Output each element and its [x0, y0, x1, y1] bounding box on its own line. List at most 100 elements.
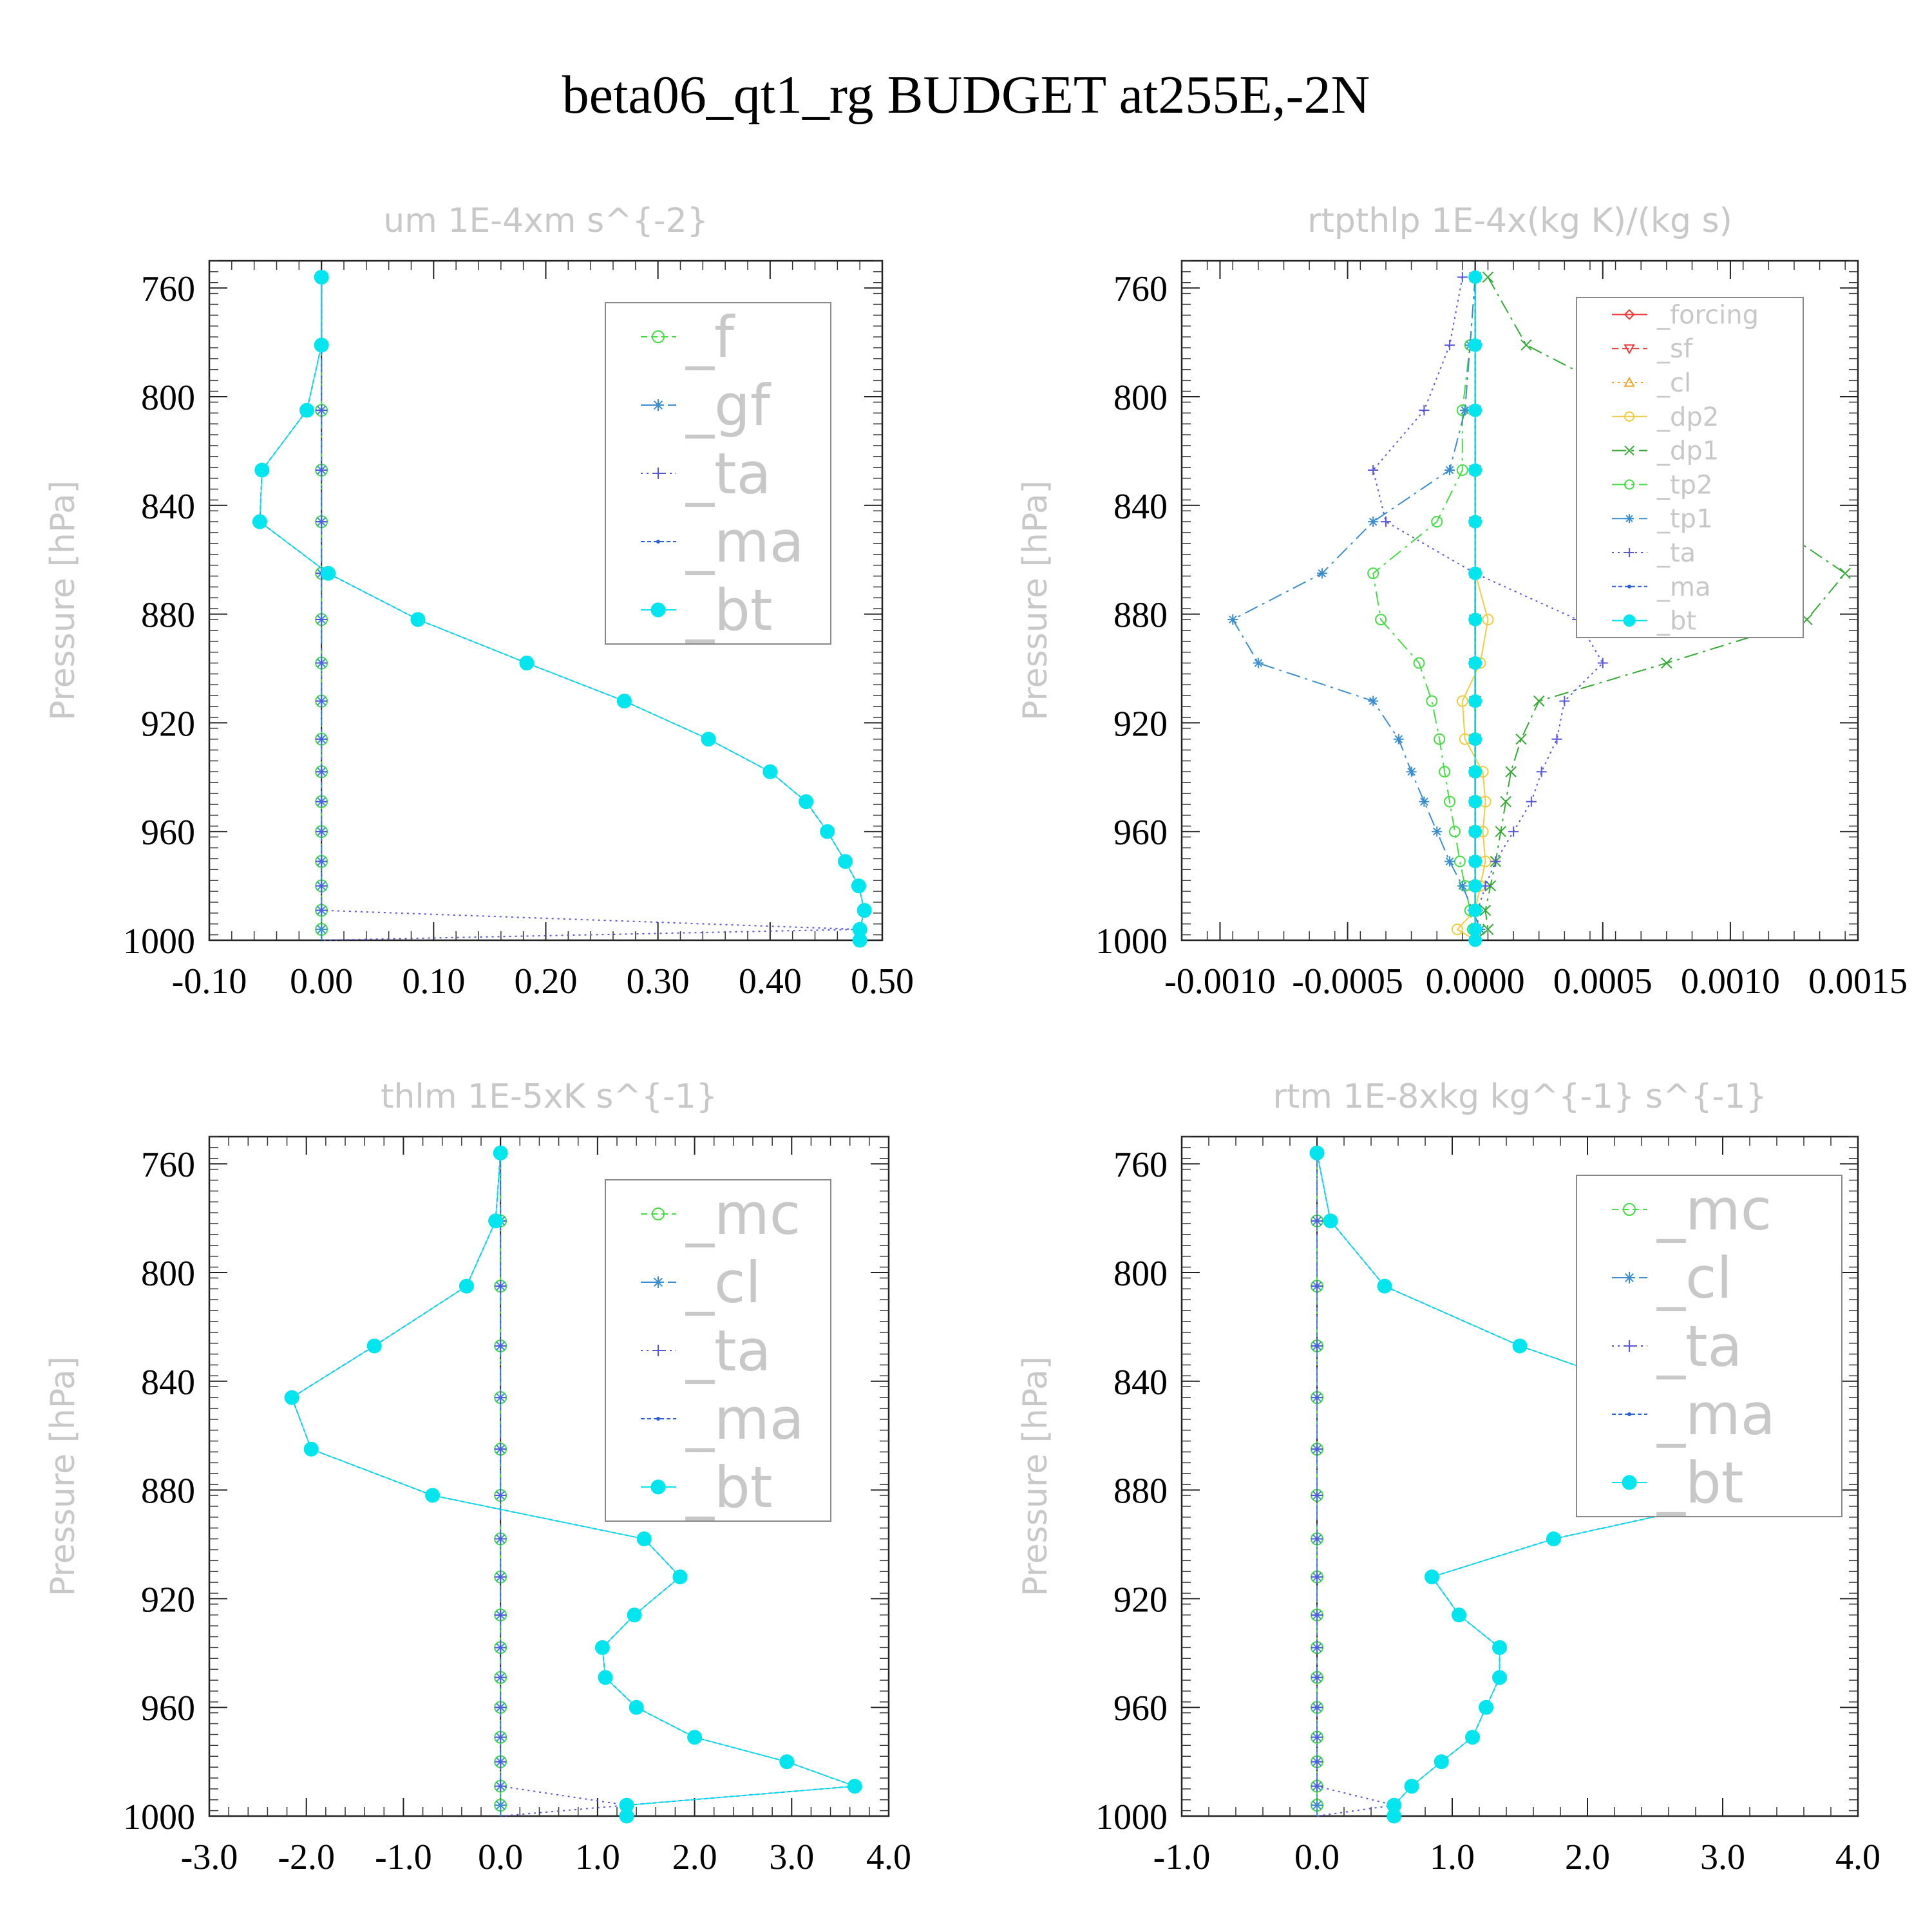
data-point: [316, 880, 328, 892]
y-axis-label: Pressure [hPa]: [44, 1356, 82, 1596]
data-point: [616, 694, 632, 709]
series-ta: [1311, 1147, 1400, 1817]
legend-marker: [1624, 1340, 1635, 1352]
data-point: [1512, 1338, 1528, 1354]
legend-marker: [1625, 548, 1634, 557]
x-tick-label: 0.30: [627, 961, 690, 1001]
data-point: [799, 794, 814, 810]
data-point: [1311, 1340, 1323, 1352]
data-point: [495, 1701, 507, 1714]
data-point: [1387, 1808, 1402, 1824]
legend: _mc_cl_ta_ma_bt: [1576, 1175, 1842, 1517]
data-point: [1520, 339, 1532, 351]
data-point: [1661, 657, 1672, 669]
y-tick-label: 920: [1113, 1580, 1168, 1620]
x-tick-label: 0.40: [739, 961, 802, 1001]
data-point: [1468, 933, 1482, 947]
data-point: [252, 514, 267, 529]
data-point: [851, 878, 866, 894]
legend-marker: [652, 399, 664, 411]
data-point: [619, 1808, 634, 1824]
data-point: [316, 904, 328, 916]
data-point: [303, 1441, 319, 1457]
data-point: [1311, 1731, 1323, 1743]
legend-label: _bt: [1656, 1450, 1743, 1516]
data-point: [838, 854, 853, 869]
data-point: [852, 933, 867, 948]
legend-label: _mc: [1656, 1177, 1772, 1243]
y-tick-label: 760: [1113, 1145, 1168, 1185]
y-tick-label: 760: [141, 269, 195, 309]
x-tick-label: 4.0: [1835, 1837, 1880, 1877]
legend: _f_gf_ta_ma_bt: [605, 302, 831, 645]
data-point: [459, 1278, 474, 1294]
data-point: [254, 462, 270, 478]
data-point: [1479, 904, 1492, 916]
legend-label: _ma: [685, 1386, 804, 1452]
legend-marker: [652, 1208, 665, 1220]
data-point: [1468, 824, 1482, 838]
series-dp2: [1451, 271, 1494, 941]
legend-label: _ma: [1656, 1381, 1776, 1448]
data-point: [1368, 464, 1379, 475]
legend-label: _bt: [685, 1454, 772, 1520]
x-tick-label: 2.0: [672, 1837, 717, 1877]
data-point: [495, 1443, 507, 1455]
legend-marker: [652, 330, 665, 343]
data-point: [1490, 856, 1501, 867]
data-point: [1468, 270, 1482, 284]
data-point: [1468, 764, 1482, 779]
legend-marker: [1624, 344, 1635, 355]
data-point: [1559, 696, 1570, 706]
data-point: [316, 695, 328, 707]
data-point: [495, 1731, 507, 1743]
legend-marker: [1624, 411, 1634, 422]
data-point: [1465, 1730, 1480, 1745]
series-line: [1231, 277, 1481, 941]
data-point: [316, 766, 328, 778]
y-axis-label: Pressure [hPa]: [44, 480, 82, 721]
x-tick-label: 1.0: [1430, 1837, 1475, 1877]
y-tick-label: 840: [141, 1363, 195, 1403]
legend-marker: [1622, 1475, 1637, 1490]
data-point: [321, 565, 336, 581]
data-point: [598, 1670, 613, 1685]
data-point: [1419, 405, 1430, 416]
data-point: [1311, 1609, 1323, 1621]
data-point: [1468, 338, 1482, 352]
data-point: [1377, 1278, 1392, 1294]
data-point: [1431, 516, 1443, 528]
legend-marker: [656, 1417, 660, 1421]
data-point: [1253, 658, 1264, 668]
legend-label: _gf: [685, 372, 772, 439]
data-point: [1227, 614, 1238, 625]
data-point: [1448, 826, 1461, 838]
x-tick-label: 0.0015: [1808, 961, 1908, 1001]
x-tick-label: 0.50: [851, 961, 914, 1001]
legend-label: _cl: [1656, 368, 1691, 398]
data-point: [1311, 1671, 1323, 1683]
y-tick-label: 920: [1113, 704, 1168, 744]
y-tick-label: 960: [1113, 813, 1168, 853]
legend-marker: [1624, 1272, 1635, 1283]
data-point: [629, 1700, 644, 1715]
legend-label: _ta: [1656, 538, 1696, 568]
legend-marker: [1624, 479, 1634, 490]
data-point: [495, 1280, 507, 1293]
panel-title: rtpthlp 1E-4x(kg K)/(kg s): [1307, 202, 1732, 240]
data-point: [1468, 566, 1482, 580]
data-point: [1546, 1531, 1561, 1547]
data-point: [495, 1642, 507, 1654]
data-point: [1413, 657, 1425, 669]
x-tick-label: 0.0: [1294, 1837, 1340, 1877]
data-point: [316, 516, 328, 528]
legend-label: _cl: [685, 1249, 761, 1316]
legend-marker: [1625, 514, 1634, 524]
y-tick-label: 880: [141, 1472, 195, 1511]
data-point: [1311, 1756, 1323, 1768]
data-point: [1434, 1754, 1449, 1770]
legend-marker: [1624, 308, 1635, 320]
legend-marker: [1624, 445, 1634, 456]
series-tp2: [1367, 271, 1481, 941]
